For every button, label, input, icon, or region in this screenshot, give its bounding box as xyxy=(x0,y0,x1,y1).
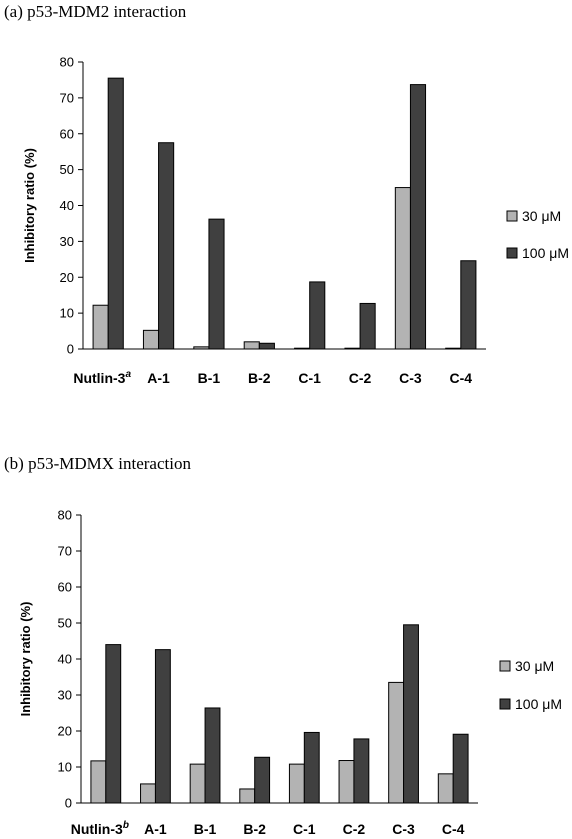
bar-30um-c-4 xyxy=(437,773,454,804)
chart-title: (b) p53-MDMX interaction xyxy=(4,454,191,473)
bar-30um-b-1 xyxy=(193,346,210,350)
y-axis-label: Inhibitory ratio (%) xyxy=(22,148,37,263)
bar-30um-nutlin-3 xyxy=(90,760,107,804)
legend-label: 100 μM xyxy=(522,245,569,261)
y-tick-label: 0 xyxy=(67,342,74,357)
y-axis-label: Inhibitory ratio (%) xyxy=(18,602,33,717)
bar-100um-b-1 xyxy=(204,707,221,804)
legend-swatch-30um xyxy=(499,660,511,672)
bar-30um-c-2 xyxy=(338,760,355,804)
bar-100um-a-1 xyxy=(158,142,175,350)
x-category-label: C-4 xyxy=(450,370,473,386)
y-tick-label: 50 xyxy=(58,616,72,631)
legend-swatch-100um xyxy=(506,247,518,259)
bar-30um-b-1 xyxy=(189,763,206,804)
bar-100um-c-2 xyxy=(353,738,370,804)
y-tick-label: 20 xyxy=(58,724,72,739)
bar-100um-c-3 xyxy=(403,624,419,804)
x-category-label: C-1 xyxy=(293,821,316,837)
chart-panel-mdm2: (a) p53-MDM2 interaction 0 10 20 30 40 50 60 70 8… xyxy=(4,2,569,386)
bar-100um-c-3 xyxy=(409,84,427,350)
bar-100um-a-1 xyxy=(154,649,171,804)
bar-100um-nutlin-3 xyxy=(105,644,122,804)
x-category-label: C-3 xyxy=(399,370,422,386)
bar-100um-c-4 xyxy=(460,260,477,350)
y-tick-label: 30 xyxy=(60,234,74,249)
legend-label: 100 μM xyxy=(515,696,562,712)
bar-100um-c-1 xyxy=(303,731,320,804)
y-tick-label: 10 xyxy=(60,306,74,321)
category-superscript: a xyxy=(125,369,131,380)
y-tick-label: 80 xyxy=(58,508,72,523)
x-category-label: B-1 xyxy=(194,821,217,837)
x-category-label: A-1 xyxy=(144,821,167,837)
x-category-label: B-2 xyxy=(248,370,271,386)
bar-30um-nutlin-3 xyxy=(92,304,109,350)
chart-title: (a) p53-MDM2 interaction xyxy=(4,2,187,21)
x-category-label: Nutlin-3b xyxy=(71,820,129,837)
y-tick-label: 10 xyxy=(58,760,72,775)
legend-label: 30 μM xyxy=(522,208,561,224)
x-category-label: B-1 xyxy=(198,370,221,386)
bar-30um-c-3 xyxy=(394,187,411,350)
legend-swatch-30um xyxy=(506,210,518,222)
bar-30um-a-1 xyxy=(142,329,160,350)
bar-100um-nutlin-3 xyxy=(107,77,124,350)
x-category-label: A-1 xyxy=(147,370,170,386)
x-category-label: C-3 xyxy=(392,821,415,837)
bar-30um-c-3 xyxy=(388,681,405,804)
bar-30um-c-2 xyxy=(344,347,361,350)
y-tick-label: 80 xyxy=(60,55,74,70)
x-category-label: C-4 xyxy=(442,821,465,837)
bar-100um-b-2 xyxy=(258,342,275,350)
y-tick-label: 70 xyxy=(58,544,72,559)
y-tick-label: 0 xyxy=(65,796,72,811)
bar-30um-c-4 xyxy=(445,347,462,350)
bar-30um-b-2 xyxy=(243,341,260,350)
x-category-label: Nutlin-3a xyxy=(73,369,131,386)
x-category-label: C-2 xyxy=(349,370,372,386)
legend-label: 30 μM xyxy=(515,658,554,674)
y-tick-label: 70 xyxy=(60,90,74,105)
bar-100um-c-1 xyxy=(309,281,326,350)
x-category-label: C-1 xyxy=(298,370,321,386)
bar-30um-c-1 xyxy=(294,347,311,350)
bar-100um-c-2 xyxy=(359,302,376,350)
bar-30um-b-2 xyxy=(239,788,256,804)
y-tick-label: 40 xyxy=(58,652,72,667)
category-superscript: b xyxy=(123,820,129,831)
x-category-label: C-2 xyxy=(343,821,366,837)
bar-100um-b-1 xyxy=(208,218,225,350)
bar-100um-c-4 xyxy=(452,733,469,804)
y-tick-label: 60 xyxy=(58,580,72,595)
x-category-label: B-2 xyxy=(243,821,266,837)
legend-swatch-100um xyxy=(499,698,511,710)
y-tick-label: 20 xyxy=(60,270,74,285)
y-tick-label: 40 xyxy=(60,198,74,213)
y-tick-label: 60 xyxy=(60,126,74,141)
y-tick-label: 50 xyxy=(60,162,74,177)
bar-30um-c-1 xyxy=(288,763,305,804)
bar-30um-a-1 xyxy=(140,783,156,804)
chart-panel-mdmx: (b) p53-MDMX interaction 0 10 20 30 40 50 60 70 8… xyxy=(4,454,562,837)
bar-100um-b-2 xyxy=(254,756,271,804)
y-tick-label: 30 xyxy=(58,688,72,703)
